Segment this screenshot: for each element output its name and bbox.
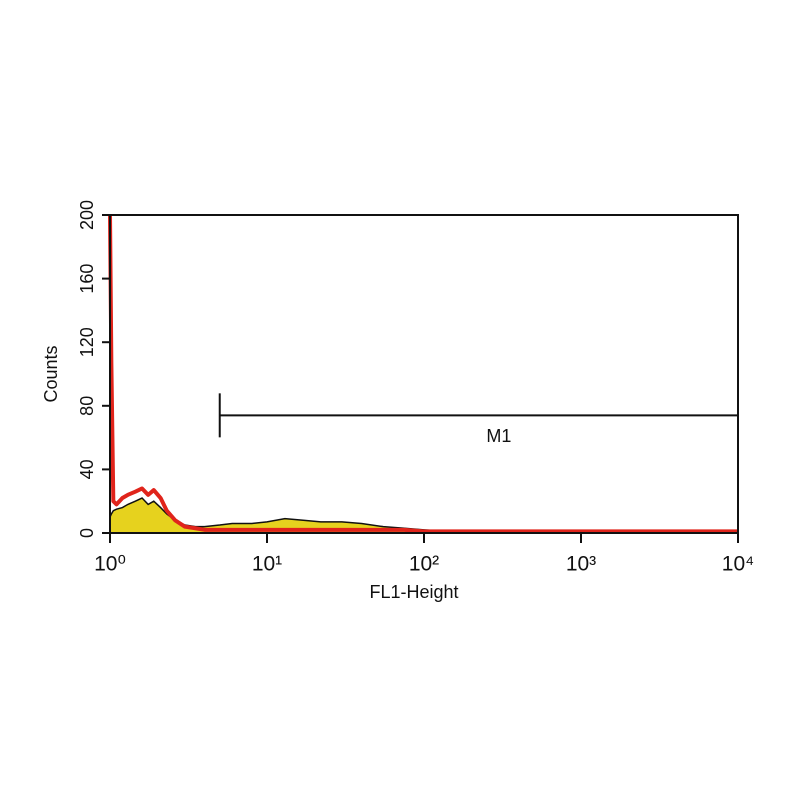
x-tick-label: 10⁰: [94, 553, 126, 576]
x-tick-label: 10¹: [252, 553, 282, 576]
plot-frame: [109, 214, 739, 534]
histogram-line: [108, 214, 738, 534]
x-tick-label: 10³: [566, 553, 596, 576]
y-tick-label: 200: [77, 200, 97, 230]
x-tick-label: 10²: [409, 553, 439, 576]
gate-label: M1: [486, 426, 511, 446]
y-tick-label: 120: [77, 327, 97, 357]
y-tick-label: 0: [77, 528, 97, 538]
y-tick-label: 160: [77, 264, 97, 294]
y-tick-label: 80: [77, 396, 97, 416]
y-axis-label: Counts: [41, 345, 61, 402]
x-axis-label: FL1-Height: [369, 582, 458, 602]
x-tick-label: 10⁴: [722, 553, 754, 576]
y-tick-label: 40: [77, 459, 97, 479]
